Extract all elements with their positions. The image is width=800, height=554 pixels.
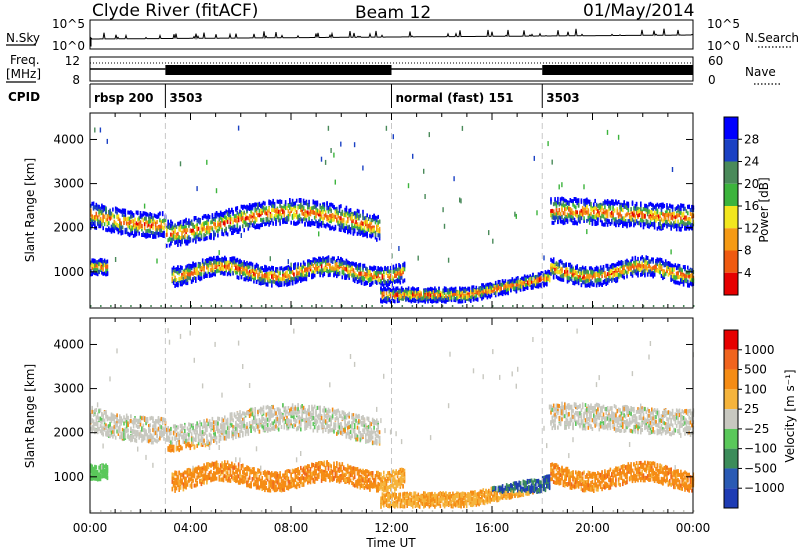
power-cbar-tick-6: 4 [744, 266, 752, 280]
freq-unit-label: [MHz] [6, 67, 41, 81]
ytick-power-grid-3: 1000 [53, 265, 84, 279]
vel-cbar-tick-6: −500 [744, 461, 777, 475]
freq-label: Freq. [10, 53, 40, 67]
vel-cbar-tick-5: −100 [744, 442, 777, 456]
power-panel: 4000 3000 2000 1000 Slant Range [km] [23, 112, 695, 309]
xtick-0: 00:00 [73, 521, 108, 535]
cpid-segment-2: normal (fast) 151 [396, 91, 514, 105]
ytick-power-grid-0: 4000 [53, 132, 84, 146]
xtick-4: 16:00 [475, 521, 510, 535]
power-colorbar-label: Power [dB] [757, 177, 771, 242]
ytick-power-grid-2: 2000 [53, 221, 84, 235]
vel-cbar-tick-3: 25 [744, 402, 759, 416]
power-cbar-tick-1: 24 [744, 155, 759, 169]
xtick-3: 12:00 [374, 521, 409, 535]
power-cbar-tick-0: 28 [744, 132, 759, 146]
power-cbar-tick-2: 20 [744, 177, 759, 191]
freq-tick-bottom: 8 [72, 73, 80, 87]
ytick-power-grid-1: 3000 [53, 177, 84, 191]
velocity-xlabel: Time UT [365, 536, 416, 550]
power-ylabel: Slant Range [km] [23, 158, 37, 262]
ytick-vel-grid-1: 3000 [53, 382, 84, 396]
vel-cbar-tick-2: 100 [744, 382, 767, 396]
cpid-segment-3: 3503 [546, 91, 579, 105]
xtick-1: 04:00 [173, 521, 208, 535]
nsearch-tick-top: 10^5 [707, 17, 740, 31]
freq-trace [90, 62, 693, 75]
velocity-data [90, 328, 695, 512]
cpid-segment-1: 3503 [169, 91, 202, 105]
ytick-vel-grid-0: 4000 [53, 337, 84, 351]
vel-cbar-tick-0: 1000 [744, 343, 775, 357]
velocity-panel: 4000 3000 2000 1000 00:00 04:00 08:00 12:00 16:… [23, 317, 711, 550]
nsky-tick-bottom: 10^0 [52, 39, 85, 53]
freq-tick-top: 12 [65, 54, 80, 68]
beam-title: Beam 12 [355, 3, 431, 23]
nave-label: Nave [745, 65, 776, 79]
xtick-2: 08:00 [274, 521, 309, 535]
nsky-label: N.Sky [6, 31, 40, 45]
velocity-colorbar-label: Velocity [m s⁻¹] [783, 369, 797, 462]
station-title: Clyde River (fitACF) [92, 1, 258, 21]
nave-tick-bottom: 0 [708, 73, 716, 87]
nsky-trace [90, 28, 694, 47]
power-cbar-tick-4: 12 [744, 221, 759, 235]
nave-tick-top: 60 [708, 54, 723, 68]
velocity-colorbar: Velocity [m s⁻¹] 1000 500 100 25 −25 −100 −500… [723, 329, 797, 509]
power-data [90, 125, 695, 307]
nsearch-tick-bottom: 10^0 [707, 39, 740, 53]
date-title: 01/May/2014 [583, 1, 695, 21]
vel-cbar-tick-1: 500 [744, 363, 767, 377]
xtick-5: 20:00 [575, 521, 610, 535]
cpid-segment-0: rbsp 200 [94, 91, 153, 105]
nsky-panel: N.Sky 10^5 10^0 10^5 10^0 N.Search [6, 17, 799, 53]
power-cbar-tick-5: 8 [744, 244, 752, 258]
freq-panel: Freq. [MHz] 12 8 60 0 Nave [6, 53, 780, 87]
vel-cbar-tick-4: −25 [744, 422, 769, 436]
power-colorbar: Power [dB] 28 24 20 16 12 8 4 [723, 116, 771, 296]
cpid-row: CPID rbsp 200 3503 normal (fast) 151 3503 [8, 83, 693, 108]
xtick-6: 00:00 [676, 521, 711, 535]
power-cbar-tick-3: 16 [744, 199, 759, 213]
nsearch-label: N.Search [745, 31, 799, 45]
vel-cbar-tick-7: −1000 [744, 481, 785, 495]
velocity-ylabel: Slant Range [km] [23, 364, 37, 468]
nsky-tick-top: 10^5 [52, 17, 85, 31]
ytick-vel-grid-2: 2000 [53, 426, 84, 440]
ytick-vel-grid-3: 1000 [53, 470, 84, 484]
cpid-label: CPID [8, 90, 40, 104]
